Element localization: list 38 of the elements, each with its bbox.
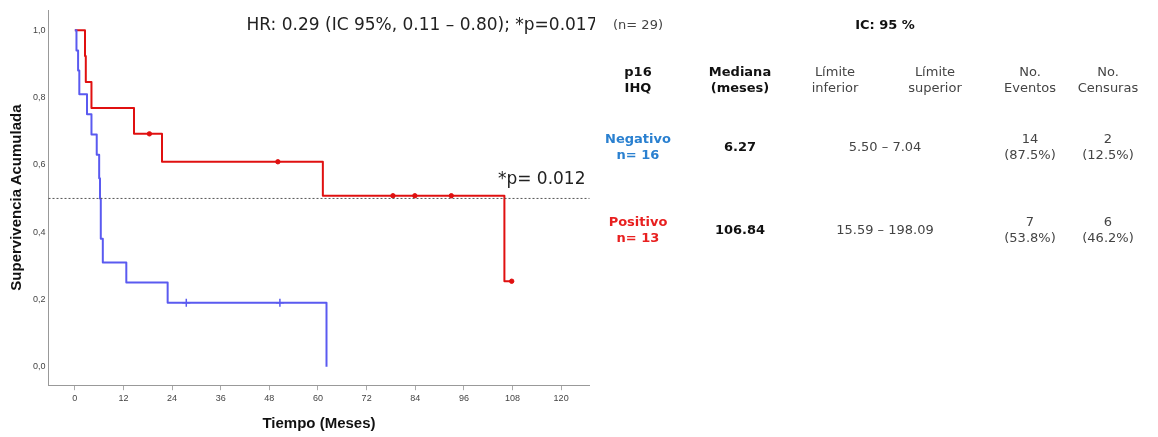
x-axis-title: Tiempo (Meses) [262,414,376,432]
x-tick-label: 84 [410,393,421,404]
text: (n= 29) [613,16,663,34]
annotation: *p= 0.012 [497,168,586,189]
y-tick-label: 0,2 [33,293,46,304]
text: 5.50 – 7.04 [848,138,922,156]
y-tick-label: 0,6 [33,159,46,170]
x-tick-label: 48 [264,393,275,404]
text: Negativo n= 16 [605,130,671,164]
y-tick-label: 0,8 [33,91,46,102]
x-tick-label: 24 [167,393,178,404]
y-tick-label: 1,0 [33,24,46,35]
text: 7 (53.8%) [1004,213,1056,247]
text: 2 (12.5%) [1082,130,1134,164]
text: IC: 95 % [855,16,915,34]
text: 6 (46.2%) [1082,213,1134,247]
text: 15.59 – 198.09 [836,221,934,239]
text: p16 IHQ [624,63,652,97]
x-tick-label: 60 [312,393,323,404]
text: 14 (87.5%) [1004,130,1056,164]
x-tick-label: 96 [458,393,469,404]
text: 6.27 [723,138,757,156]
text: No. Eventos [1004,63,1056,97]
x-tick-label: 12 [118,393,129,404]
x-tick-label: 108 [504,393,521,404]
text: Límite inferior [811,63,859,97]
text: No. Censuras [1077,63,1139,97]
x-tick-label: 120 [553,393,569,404]
text: Positivo n= 13 [608,213,668,247]
text: Mediana (meses) [708,63,772,97]
x-tick-label: 36 [215,393,226,404]
text: 106.84 [714,221,766,239]
y-axis-title: Supervivencia Acumulada [7,103,25,291]
y-tick-label: 0,4 [33,226,46,237]
x-tick-label: 72 [361,393,372,404]
y-tick-label: 0,0 [33,361,46,372]
x-tick-label: 0 [72,393,78,404]
text: Límite superior [908,63,962,97]
